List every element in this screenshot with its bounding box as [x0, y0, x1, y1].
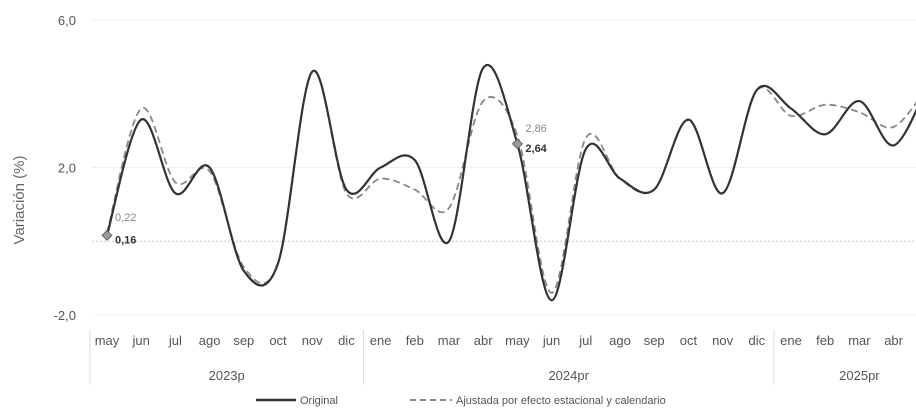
series-line-adjusted	[106, 70, 916, 294]
x-tick-label: dic	[338, 333, 355, 348]
data-label-original: 2,64	[525, 143, 547, 155]
x-tick-label: nov	[712, 333, 733, 348]
x-tick-label: feb	[406, 333, 424, 348]
x-tick-label: mar	[848, 333, 871, 348]
y-tick-label: -2,0	[54, 308, 76, 323]
y-axis-ticks: -2,0 2,0 6,0	[54, 13, 76, 323]
legend-label-original: Original	[300, 395, 338, 407]
series-line-original	[105, 64, 916, 302]
x-tick-label: abr	[474, 333, 493, 348]
x-tick-label: feb	[816, 333, 834, 348]
legend-label-adjusted: Ajustada por efecto estacional y calenda…	[456, 395, 666, 407]
x-tick-label: oct	[269, 333, 287, 348]
year-label: 2023p	[209, 368, 245, 383]
data-label-original: 0,16	[115, 234, 136, 246]
chart-grid	[92, 19, 916, 316]
x-tick-label: ene	[780, 333, 802, 348]
marker-original-0	[101, 229, 113, 241]
x-tick-label: sep	[233, 333, 254, 348]
x-tick-label: ago	[609, 333, 631, 348]
x-tick-label: jun	[132, 333, 150, 348]
x-tick-label: sep	[644, 333, 665, 348]
x-tick-label: ene	[370, 333, 392, 348]
data-labels: 0,160,222,642,864,234,20	[115, 123, 548, 247]
data-label-adjusted: 2,86	[525, 123, 546, 135]
x-tick-label: nov	[302, 333, 323, 348]
series-layer	[105, 64, 916, 302]
data-label-adjusted: 0,22	[115, 212, 136, 224]
x-tick-label: dic	[748, 333, 765, 348]
year-label: 2025pr	[839, 368, 880, 383]
x-axis: may jun jul ago sep oct nov dic ene feb mar abr may j…	[89, 330, 916, 385]
x-tick-label: abr	[884, 333, 903, 348]
x-tick-label: jul	[578, 333, 592, 348]
x-tick-label: ago	[199, 333, 221, 348]
legend: Original Ajustada por efecto estacional …	[256, 395, 666, 407]
y-tick-label: 2,0	[58, 161, 76, 176]
data-points	[101, 138, 523, 241]
x-tick-label: mar	[438, 333, 461, 348]
year-label: 2024pr	[548, 368, 589, 383]
x-tick-label: may	[95, 333, 120, 348]
x-tick-label: jun	[542, 333, 560, 348]
x-tick-label: may	[505, 333, 530, 348]
marker-original-12	[511, 138, 523, 150]
x-tick-label: jul	[168, 333, 182, 348]
y-tick-label: 6,0	[58, 13, 76, 28]
x-tick-label: oct	[680, 333, 698, 348]
y-axis-label: Variación (%)	[11, 156, 28, 245]
